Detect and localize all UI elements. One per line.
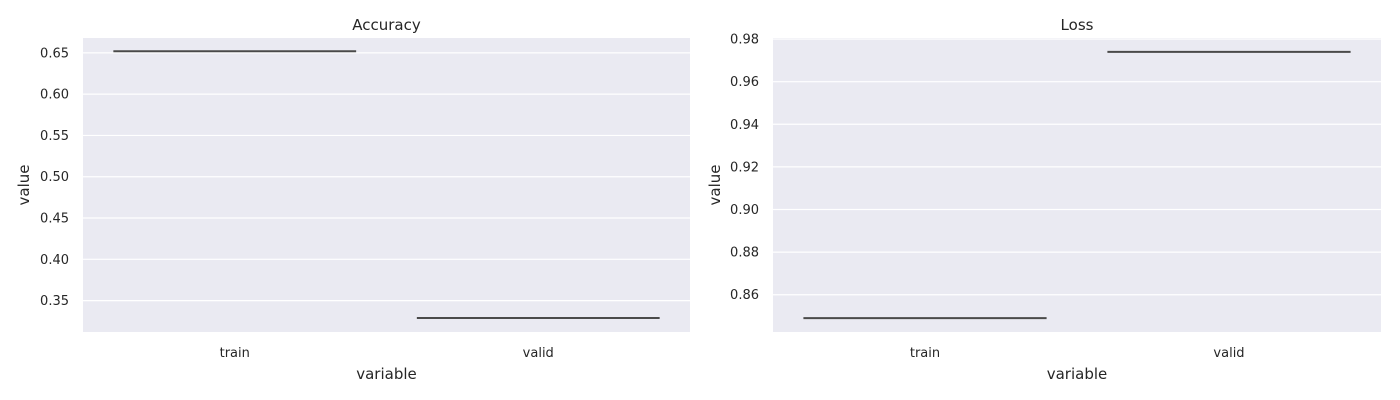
loss-y-tick-label: 0.86 [730, 288, 759, 303]
loss-x-axis-label: variable [1047, 365, 1108, 383]
loss-y-tick-label: 0.96 [730, 75, 759, 90]
loss-y-axis-label: value [706, 165, 724, 206]
loss-title: Loss [1061, 16, 1094, 34]
accuracy-plot-area [83, 38, 690, 332]
accuracy-y-axis-label: value [15, 165, 33, 206]
accuracy-panel: 0.350.400.450.500.550.600.65 train valid … [15, 16, 690, 383]
loss-marks [803, 50, 1351, 320]
accuracy-x-axis-label: variable [356, 365, 417, 383]
accuracy-x-tick-label-valid: valid [523, 346, 554, 361]
accuracy-y-tick-label: 0.60 [40, 88, 69, 103]
loss-x-tick-label-train: train [910, 346, 940, 361]
loss-y-tick-label: 0.90 [730, 203, 759, 218]
accuracy-x-tick-label-train: train [220, 346, 250, 361]
accuracy-y-tick-label: 0.65 [40, 46, 69, 61]
accuracy-marks [113, 50, 660, 319]
accuracy-x-ticks: train valid [220, 346, 554, 361]
loss-x-ticks: train valid [910, 346, 1245, 361]
loss-x-tick-label-valid: valid [1213, 346, 1244, 361]
loss-panel: 0.860.880.900.920.940.960.98 train valid … [706, 16, 1381, 383]
accuracy-y-tick-label: 0.50 [40, 170, 69, 185]
accuracy-gridlines [83, 52, 690, 302]
accuracy-title: Accuracy [352, 16, 421, 34]
loss-y-tick-label: 0.94 [730, 118, 759, 133]
loss-y-tick-label: 0.98 [730, 33, 759, 48]
loss-y-tick-label: 0.88 [730, 246, 759, 261]
accuracy-y-tick-label: 0.35 [40, 294, 69, 309]
accuracy-y-tick-label: 0.40 [40, 253, 69, 268]
accuracy-y-tick-label: 0.45 [40, 212, 69, 227]
accuracy-y-tick-label: 0.55 [40, 129, 69, 144]
loss-plot-area [773, 38, 1381, 332]
loss-y-ticks: 0.86 0.88 0.90 0.92 0.94 0.96 0.98 [730, 33, 759, 304]
loss-y-tick-label: 0.92 [730, 160, 759, 175]
accuracy-y-ticks: 0.35 0.40 0.45 0.50 0.55 0.60 0.65 [40, 46, 69, 309]
loss-gridlines [773, 38, 1381, 296]
